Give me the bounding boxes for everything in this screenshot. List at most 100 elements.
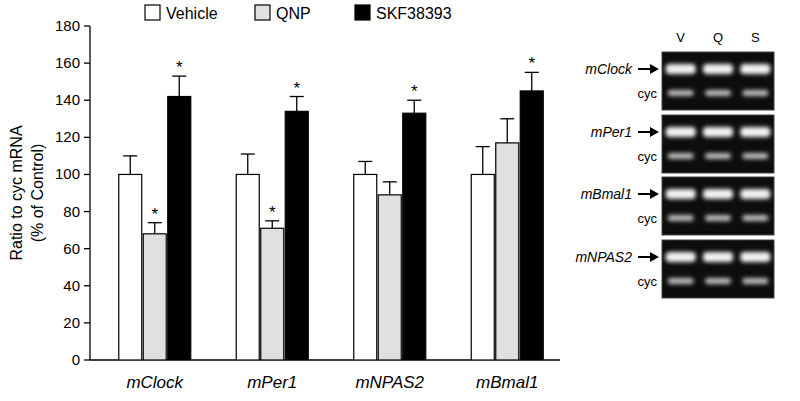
arrow-head <box>650 127 659 137</box>
error-cap <box>383 181 397 182</box>
x-tick-label: mClock <box>126 373 184 392</box>
gene-band <box>740 252 770 262</box>
gene-band <box>703 252 733 262</box>
y-tick <box>84 62 90 63</box>
x-tick-label: mBmal1 <box>476 373 538 392</box>
gene-band <box>740 64 770 74</box>
error-cap <box>123 155 137 156</box>
significance: * <box>151 205 158 224</box>
bar <box>520 91 543 360</box>
y-axis-label: Ratio to cyc mRNA <box>8 125 25 260</box>
gene-band <box>703 64 733 74</box>
gel-image <box>662 240 774 298</box>
significance: * <box>269 203 276 222</box>
error-bar <box>265 221 279 228</box>
y-tick-label: 180 <box>55 17 80 34</box>
error-stem <box>482 147 483 175</box>
reference-label: cyc <box>638 274 658 289</box>
error-stem <box>296 97 297 112</box>
gel-image <box>662 115 774 173</box>
bar <box>496 143 519 360</box>
error-bar <box>290 97 304 112</box>
y-tick-label: 60 <box>63 240 80 257</box>
error-cap <box>476 146 490 147</box>
legend-swatch <box>255 5 270 20</box>
x-tick-label: mNPAS2 <box>355 373 424 392</box>
y-tick <box>84 25 90 26</box>
y-tick-label: 20 <box>63 314 80 331</box>
legend-label: Vehicle <box>166 5 218 22</box>
significance: * <box>293 79 300 98</box>
legend-swatch <box>355 5 370 20</box>
cyc-band <box>668 215 694 221</box>
gel-image <box>662 52 774 110</box>
error-cap <box>241 153 255 154</box>
gene-band <box>703 189 733 199</box>
cyc-band <box>742 278 768 284</box>
y-tick <box>84 137 90 138</box>
error-stem <box>247 154 248 174</box>
significance: * <box>528 54 535 73</box>
gene-band <box>666 252 696 262</box>
bar <box>403 113 426 360</box>
error-bar <box>383 182 397 195</box>
y-tick-label: 0 <box>72 351 80 368</box>
arrow-shaft <box>638 68 652 70</box>
y-tick <box>84 248 90 249</box>
y-tick <box>84 100 90 101</box>
error-stem <box>531 72 532 91</box>
y-tick-label: 120 <box>55 128 80 145</box>
plot-area <box>119 72 544 360</box>
error-stem <box>365 161 366 174</box>
cyc-band <box>705 278 731 284</box>
error-bar <box>358 161 372 174</box>
reference-label: cyc <box>638 211 658 226</box>
cyc-band <box>705 90 731 96</box>
error-cap <box>500 118 514 119</box>
cyc-band <box>705 215 731 221</box>
y-axis-label: (% of Control) <box>29 144 46 243</box>
bar <box>168 97 191 360</box>
arrow-head <box>650 64 659 74</box>
legend-swatch <box>145 5 160 20</box>
error-bar <box>172 76 186 96</box>
cyc-band <box>668 90 694 96</box>
error-bar <box>407 100 421 113</box>
bar <box>261 228 284 360</box>
error-bar <box>476 147 490 175</box>
y-tick-label: 160 <box>55 54 80 71</box>
legend-label: SKF38393 <box>376 5 452 22</box>
error-stem <box>507 119 508 143</box>
arrow-head <box>650 252 659 262</box>
y-tick <box>84 285 90 286</box>
gel-image <box>662 177 774 235</box>
bar <box>119 174 142 360</box>
error-stem <box>389 182 390 195</box>
y-axis <box>89 26 90 360</box>
arrow-head <box>650 189 659 199</box>
y-tick-label: 100 <box>55 165 80 182</box>
cyc-band <box>742 153 768 159</box>
error-bar <box>525 72 539 91</box>
annotations: ****** <box>151 54 535 223</box>
error-bar <box>123 156 137 175</box>
gene-label: mPer1 <box>591 124 632 140</box>
bar <box>285 111 308 360</box>
y-tick <box>84 174 90 175</box>
cyc-band <box>705 153 731 159</box>
gene-label: mNPAS2 <box>575 249 632 265</box>
cyc-band <box>668 153 694 159</box>
x-tick-label: mPer1 <box>247 373 297 392</box>
arrow-shaft <box>638 256 652 258</box>
bar <box>143 234 166 360</box>
error-stem <box>179 76 180 96</box>
error-stem <box>272 221 273 228</box>
y-tick-label: 80 <box>63 203 80 220</box>
significance: * <box>411 82 418 101</box>
error-stem <box>154 223 155 234</box>
error-cap <box>358 161 372 162</box>
gene-band <box>703 127 733 137</box>
figure: 020406080100120140160180Ratio to cyc mRN… <box>0 0 800 401</box>
cyc-band <box>668 278 694 284</box>
gene-band <box>666 127 696 137</box>
